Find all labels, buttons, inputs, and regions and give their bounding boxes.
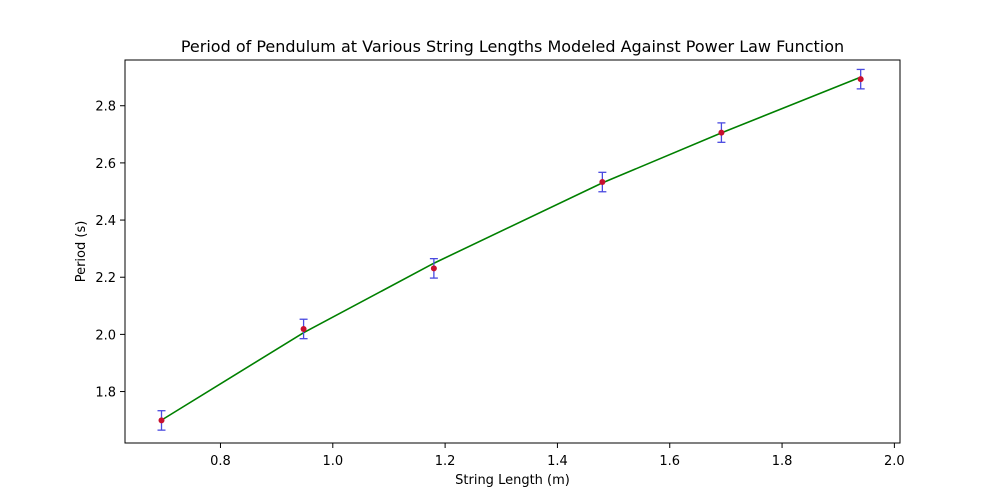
data-point-5: [717, 122, 726, 143]
data-point-3: [429, 257, 438, 279]
x-tick-label: 1.6: [659, 454, 680, 469]
x-axis-label: String Length (m): [455, 473, 570, 488]
x-tick-label: 1.4: [547, 454, 568, 469]
y-tick-label: 2.6: [95, 157, 116, 172]
x-axis-ticks: 0.8 1.0 1.2 1.4 1.6 1.8 2.0: [210, 443, 905, 469]
plot-area: [124, 59, 901, 444]
data-point-1: [157, 410, 166, 431]
x-tick-label: 1.0: [322, 454, 343, 469]
y-tick-label: 2.2: [95, 271, 116, 286]
point-marker: [158, 417, 165, 424]
y-axis-ticks: 1.8 2.0 2.2 2.4 2.6 2.8: [95, 100, 125, 401]
axes-frame: [124, 59, 901, 444]
fit-line: [161, 76, 861, 421]
point-marker: [430, 265, 437, 272]
y-tick-label: 2.0: [95, 328, 116, 343]
y-axis-label: Period (s): [74, 221, 89, 283]
point-marker: [718, 129, 725, 136]
point-marker: [599, 179, 606, 186]
x-tick-label: 2.0: [884, 454, 905, 469]
y-tick-label: 2.8: [95, 100, 116, 115]
point-marker: [857, 76, 864, 83]
chart-title: Period of Pendulum at Various String Len…: [181, 37, 844, 56]
y-tick-label: 1.8: [95, 386, 116, 401]
x-tick-label: 1.8: [772, 454, 793, 469]
data-point-4: [598, 171, 607, 193]
y-tick-label: 2.4: [95, 214, 116, 229]
data-point-2: [299, 318, 308, 340]
x-tick-label: 1.2: [435, 454, 456, 469]
x-tick-label: 0.8: [210, 454, 231, 469]
point-marker: [300, 325, 307, 332]
data-point-6: [856, 68, 865, 90]
